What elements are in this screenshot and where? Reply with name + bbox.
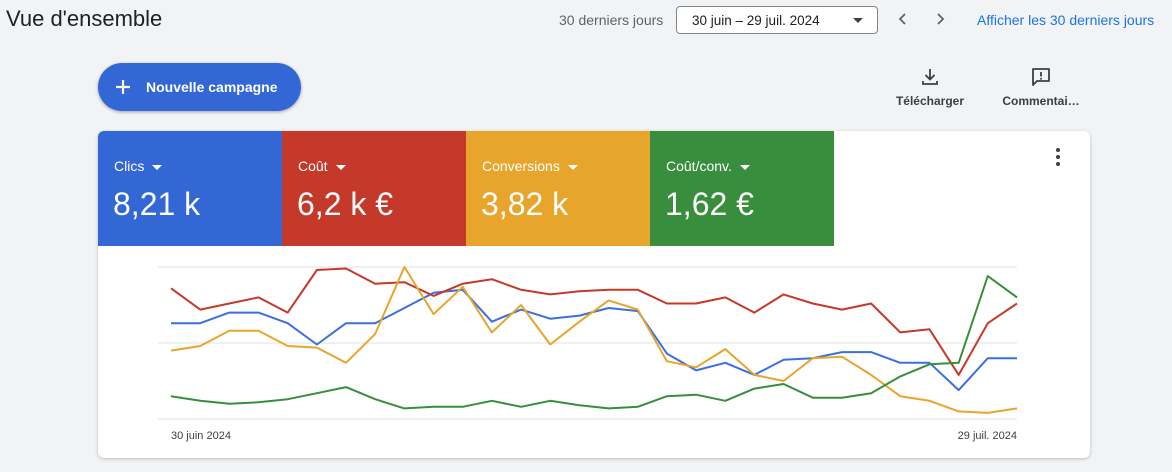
- metric-value: 6,2 k €: [297, 186, 394, 222]
- comment-icon: [1032, 68, 1050, 86]
- metric-tile-clicks[interactable]: Clics 8,21 k: [98, 131, 282, 246]
- new-campaign-label: Nouvelle campagne: [146, 79, 278, 95]
- caret-down-icon: [739, 164, 750, 170]
- date-range-select[interactable]: 30 juin – 29 juil. 2024: [676, 6, 878, 34]
- metric-name-text: Clics: [114, 158, 145, 174]
- metric-name: Conversions: [482, 158, 578, 174]
- overview-card: Clics 8,21 k Coût 6,2 k € Conversions 3,…: [98, 131, 1090, 458]
- series-line-1: [171, 288, 1017, 392]
- download-button[interactable]: Télécharger: [890, 66, 970, 108]
- more-vert-icon: [1056, 148, 1060, 166]
- caret-down-icon: [152, 164, 163, 170]
- chevron-left-icon: [898, 13, 906, 25]
- metric-value: 8,21 k: [113, 186, 201, 222]
- x-axis-start-label: 30 juin 2024: [171, 430, 231, 442]
- download-label: Télécharger: [895, 94, 965, 108]
- metric-name-text: Coût/conv.: [666, 158, 732, 174]
- metric-tile-conversions[interactable]: Conversions 3,82 k: [466, 131, 650, 246]
- series-line-3: [170, 266, 1018, 414]
- plus-icon: [116, 80, 130, 94]
- metric-value: 1,62 €: [665, 186, 754, 222]
- metric-tile-cost-per-conversion[interactable]: Coût/conv. 1,62 €: [650, 131, 834, 246]
- metric-tile-cost[interactable]: Coût 6,2 k €: [282, 131, 466, 246]
- previous-period-button[interactable]: [891, 7, 915, 31]
- show-last-30-days-link[interactable]: Afficher les 30 derniers jours: [977, 12, 1155, 28]
- page-title: Vue d'ensemble: [6, 6, 163, 31]
- caret-down-icon: [567, 164, 578, 170]
- caret-down-icon: [335, 164, 346, 170]
- date-range-value: 30 juin – 29 juil. 2024: [692, 12, 820, 28]
- series-line-4: [170, 275, 1018, 410]
- comment-label: Commentai…: [1002, 94, 1080, 108]
- comment-button[interactable]: Commentai…: [1000, 66, 1082, 108]
- metric-name: Clics: [114, 158, 163, 174]
- next-period-button[interactable]: [928, 7, 952, 31]
- performance-chart: 30 juin 2024 29 juil. 2024: [158, 266, 1018, 442]
- chevron-right-icon: [937, 13, 945, 25]
- caret-down-icon: [853, 18, 863, 23]
- series-line-2: [170, 267, 1018, 376]
- metric-name: Coût: [298, 158, 346, 174]
- metric-name-text: Coût: [298, 158, 328, 174]
- more-options-button[interactable]: [1048, 145, 1068, 169]
- x-axis-end-label: 29 juil. 2024: [958, 430, 1017, 442]
- metric-name-text: Conversions: [482, 158, 560, 174]
- date-range-label: 30 derniers jours: [559, 12, 664, 28]
- header-bar: Vue d'ensemble 30 derniers jours 30 juin…: [0, 0, 1172, 40]
- metric-value: 3,82 k: [481, 186, 569, 222]
- new-campaign-button[interactable]: Nouvelle campagne: [98, 63, 301, 111]
- download-icon: [922, 69, 938, 85]
- metric-name: Coût/conv.: [666, 158, 750, 174]
